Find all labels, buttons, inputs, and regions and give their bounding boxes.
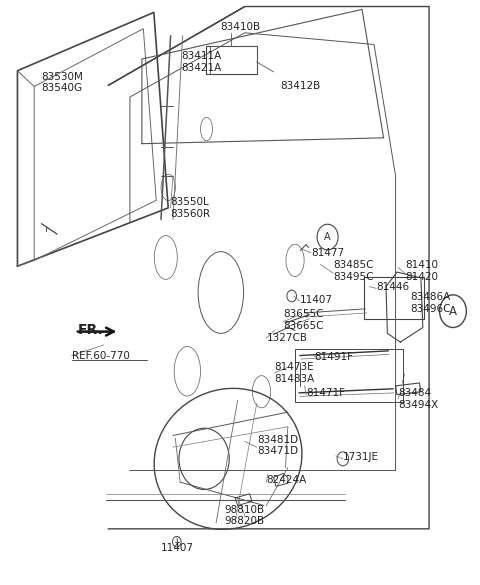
Text: REF.60-770: REF.60-770 [72, 350, 130, 360]
Text: 83550L
83560R: 83550L 83560R [170, 197, 211, 219]
Bar [364, 277, 424, 319]
Text: 81410
81420: 81410 81420 [405, 260, 438, 282]
Text: 82424A: 82424A [266, 476, 307, 486]
Text: 81446: 81446 [376, 281, 409, 292]
Text: 81477: 81477 [311, 248, 344, 258]
Text: 11407: 11407 [300, 294, 333, 305]
Text: 81471F: 81471F [306, 388, 345, 398]
Text: 83481D
83471D: 83481D 83471D [257, 435, 298, 456]
Text: FR.: FR. [77, 324, 103, 338]
Text: 1327CB: 1327CB [266, 333, 307, 343]
Text: 98810B
98820B: 98810B 98820B [225, 505, 265, 526]
Bar [295, 349, 403, 402]
Text: 83655C
83665C: 83655C 83665C [283, 309, 324, 331]
Text: A: A [449, 305, 457, 318]
Text: 83412B: 83412B [281, 81, 321, 91]
Text: 83530M
83540G: 83530M 83540G [41, 71, 83, 93]
Text: 81491F: 81491F [314, 352, 353, 362]
Text: 11407: 11407 [161, 542, 194, 553]
Text: 83485C
83495C: 83485C 83495C [333, 260, 374, 282]
Text: 83486A
83496C: 83486A 83496C [410, 292, 450, 314]
Text: 83410B: 83410B [220, 22, 260, 32]
Bar [206, 46, 257, 74]
Text: 81473E
81483A: 81473E 81483A [275, 362, 315, 384]
Text: 83484
83494X: 83484 83494X [398, 388, 438, 410]
Text: A: A [324, 232, 331, 242]
Text: 1731JE: 1731JE [343, 452, 379, 462]
Text: 83411A
83421A: 83411A 83421A [181, 51, 222, 73]
